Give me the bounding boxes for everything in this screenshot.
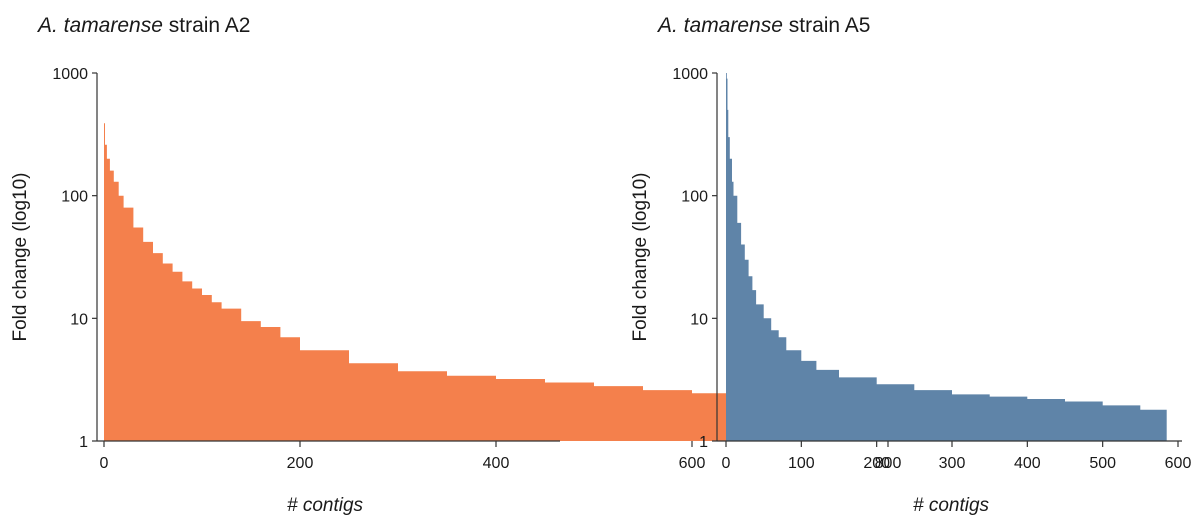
chart-panel-a2: A. tamarense strain A2 1 10 100 1000 0 200 400… — [0, 0, 1009, 517]
x-tick-label: 500 — [1089, 455, 1116, 472]
chart-panel-a5: A. tamarense strain A5 1 10 100 1000 0 100 200… — [620, 0, 1202, 517]
chart-title-italic: A. tamarense — [38, 14, 163, 37]
y-tick-label: 10 — [70, 311, 88, 328]
chart-title-a5: A. tamarense strain A5 — [658, 14, 870, 38]
chart-title-a2: A. tamarense strain A2 — [38, 14, 250, 38]
x-tick-label: 600 — [679, 455, 706, 472]
y-tick-label: 1000 — [52, 66, 88, 83]
area-series — [104, 123, 1009, 441]
chart-title-rest: strain A5 — [782, 14, 871, 37]
chart-title-rest: strain A2 — [162, 14, 251, 37]
chart-title-italic: A. tamarense — [658, 14, 783, 37]
x-tick-label: 400 — [483, 455, 510, 472]
x-tick-label: 100 — [788, 455, 815, 472]
y-axis-label: Fold change (log10) — [630, 173, 651, 342]
y-tick-label: 10 — [690, 311, 708, 328]
x-tick-label: 600 — [1165, 455, 1192, 472]
y-axis-label: Fold change (log10) — [10, 173, 31, 342]
x-tick-label: 800 — [875, 455, 902, 472]
x-tick-label: 200 — [287, 455, 314, 472]
x-axis-label: # contigs — [913, 495, 990, 516]
y-tick-label: 1 — [699, 434, 708, 451]
x-tick-label: 400 — [1014, 455, 1041, 472]
x-tick-label: 300 — [939, 455, 966, 472]
x-tick-label: 0 — [722, 455, 731, 472]
x-tick-label: 0 — [100, 455, 109, 472]
area-series — [726, 73, 1167, 441]
y-tick-label: 100 — [681, 189, 708, 206]
chart-marks: 1 10 100 1000 0 100 200 300 400 500 600 — [672, 66, 1191, 472]
y-tick-label: 100 — [61, 189, 88, 206]
x-axis-label: # contigs — [287, 495, 364, 516]
y-tick-label: 1 — [79, 434, 88, 451]
x-tick-label: 200 — [863, 455, 890, 472]
y-tick-label: 1000 — [672, 66, 708, 83]
